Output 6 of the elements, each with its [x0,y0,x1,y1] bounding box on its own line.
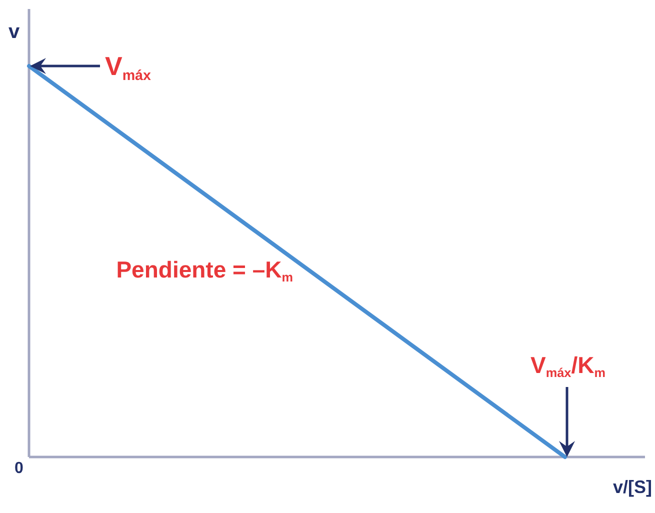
x-axis-title: v/[S] [612,477,652,497]
annotation: V$_{máx}$ [105,51,152,84]
y-axis-title: v [8,21,20,43]
text: 0 [14,460,24,477]
annotation: V$_{máx}$/K$_{m}$ [530,352,606,380]
annotation: Pendiente = –K$_{m}$ [116,256,293,285]
